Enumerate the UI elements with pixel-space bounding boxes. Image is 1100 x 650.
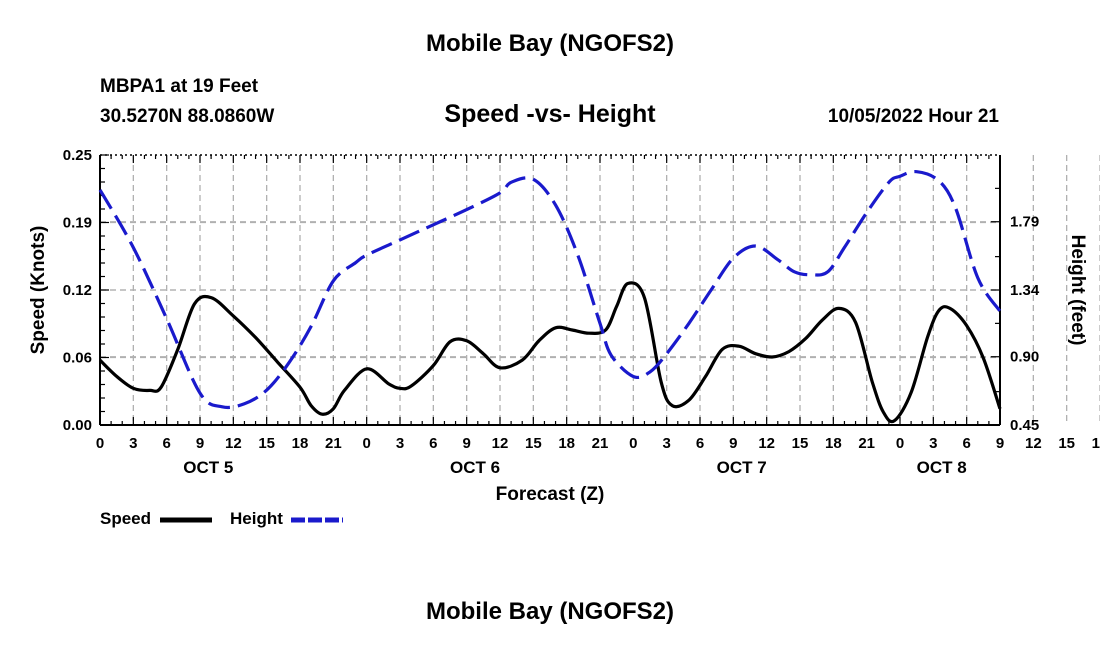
x-tick-label: 15 — [525, 435, 542, 452]
x-date-label: OCT 8 — [917, 458, 967, 477]
legend-speed-label: Speed — [100, 509, 152, 528]
x-tick-label: 12 — [1025, 435, 1042, 452]
y-left-tick-label: 0.19 — [63, 215, 92, 232]
height-series-line — [98, 169, 1002, 410]
x-tick-label: 0 — [362, 435, 370, 452]
x-date-label: OCT 6 — [450, 458, 500, 477]
x-tick-label: 3 — [929, 435, 937, 452]
x-tick-label: 12 — [225, 435, 242, 452]
x-axis-label: Forecast (Z) — [496, 484, 605, 505]
x-tick-label: 18 — [1092, 435, 1100, 452]
x-tick-label: 3 — [662, 435, 670, 452]
x-tick-label: 6 — [162, 435, 170, 452]
x-tick-label: 6 — [429, 435, 437, 452]
chart-title: Mobile Bay (NGOFS2) — [425, 30, 675, 57]
y-right-tick-label: 1.79 — [1010, 214, 1039, 231]
speed-series-line — [98, 281, 1002, 424]
forecast-timestamp: 10/05/2022 Hour 21 — [827, 106, 999, 127]
y-left-axis-label: Speed (Knots) — [28, 226, 49, 355]
x-tick-label: 21 — [592, 435, 609, 452]
x-tick-label: 12 — [758, 435, 775, 452]
y-left-tick-label: 0.00 — [63, 417, 92, 434]
x-tick-label: 6 — [696, 435, 704, 452]
x-tick-label: 18 — [292, 435, 309, 452]
x-tick-label: 0 — [629, 435, 637, 452]
x-date-label: OCT 7 — [717, 458, 767, 477]
x-tick-label: 9 — [729, 435, 737, 452]
x-tick-label: 0 — [896, 435, 904, 452]
y-left-tick-label: 0.25 — [63, 147, 92, 164]
y-left-tick-label: 0.12 — [63, 282, 92, 299]
chart-subtitle-text: Speed -vs- Height — [444, 100, 656, 128]
x-tick-label: 15 — [258, 435, 275, 452]
station-coords: 30.5270N 88.0860W — [100, 106, 275, 127]
x-tick-label: 21 — [858, 435, 875, 452]
x-tick-label: 15 — [1058, 435, 1075, 452]
chart-subtitle: Speed -vs- Height — [0, 100, 1100, 129]
x-tick-label: 3 — [129, 435, 137, 452]
x-tick-label: 18 — [825, 435, 842, 452]
x-tick-label: 9 — [196, 435, 204, 452]
x-tick-label: 21 — [325, 435, 342, 452]
y-right-axis-label: Height (feet) — [1067, 235, 1088, 346]
station-label: MBPA1 at 19 Feet — [100, 76, 259, 97]
footer-title: Mobile Bay (NGOFS2) — [425, 598, 675, 625]
y-right-tick-label: 0.45 — [1010, 417, 1039, 434]
y-right-tick-label: 1.34 — [1010, 282, 1040, 299]
x-tick-label: 0 — [96, 435, 104, 452]
x-tick-label: 3 — [396, 435, 404, 452]
legend-height-label: Height — [230, 509, 283, 528]
x-tick-label: 18 — [558, 435, 575, 452]
x-tick-label: 9 — [996, 435, 1004, 452]
x-date-label: OCT 5 — [183, 458, 233, 477]
x-tick-label: 6 — [962, 435, 970, 452]
y-right-tick-label: 0.90 — [1010, 349, 1039, 366]
x-tick-label: 15 — [792, 435, 809, 452]
x-tick-label: 9 — [462, 435, 470, 452]
x-tick-label: 12 — [492, 435, 509, 452]
y-left-tick-label: 0.06 — [63, 350, 92, 367]
